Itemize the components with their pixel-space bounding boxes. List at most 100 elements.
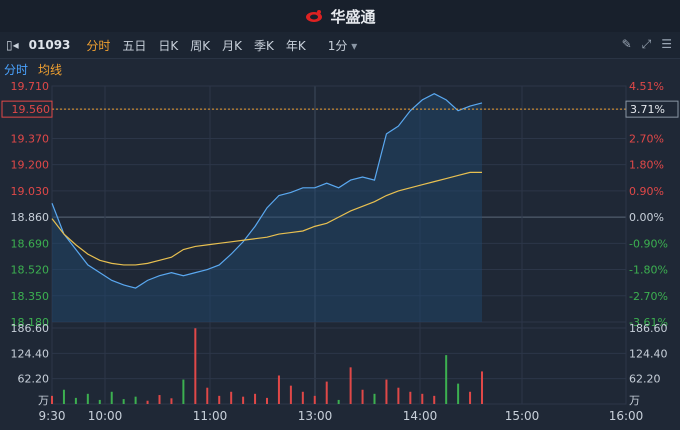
price-tick-label: 19.370 xyxy=(11,132,50,145)
pct-tick-label: -0.90% xyxy=(629,237,668,250)
volume-bar xyxy=(421,393,424,404)
price-tick-label: 18.860 xyxy=(11,211,50,224)
volume-tick-label-right: 186.60 xyxy=(629,322,668,335)
volume-bar xyxy=(445,355,448,404)
volume-bar xyxy=(457,383,460,404)
stock-code: 01093 xyxy=(28,38,71,52)
price-tick-label: 18.690 xyxy=(11,237,50,250)
volume-tick-label: 124.40 xyxy=(11,347,50,360)
sidebar-toggle-icon[interactable]: ▯◂ xyxy=(6,38,19,52)
price-line xyxy=(51,93,483,289)
tab-daily-k[interactable]: 日K xyxy=(158,38,179,53)
volume-bar xyxy=(397,387,400,404)
time-tick-label: 11:00 xyxy=(193,409,228,423)
legend-bar: 分时 均线 xyxy=(4,61,62,78)
time-tick-label: 13:00 xyxy=(298,409,333,423)
volume-bar xyxy=(134,396,137,404)
volume-bar xyxy=(206,387,209,404)
price-tick-label: 19.030 xyxy=(11,185,50,198)
volume-bar xyxy=(218,395,221,404)
tab-yearly-k[interactable]: 年K xyxy=(285,38,306,53)
price-tick-label: 19.200 xyxy=(11,159,50,172)
volume-bar xyxy=(277,375,280,404)
volume-bar xyxy=(469,391,472,404)
tab-monthly-k[interactable]: 月K xyxy=(222,38,243,53)
volume-tick-label-right: 万 xyxy=(629,394,640,407)
volume-tick-label: 万 xyxy=(38,394,49,407)
pct-tick-label: 0.90% xyxy=(629,185,664,198)
volume-tick-label-right: 62.20 xyxy=(629,373,661,386)
settings-icon[interactable]: ☰ xyxy=(661,37,672,51)
pct-tick-label: 1.80% xyxy=(629,159,664,172)
volume-bar xyxy=(481,371,483,404)
volume-tick-label: 186.60 xyxy=(11,322,50,335)
volume-bar xyxy=(62,389,65,404)
logo-icon xyxy=(306,10,323,22)
volume-bar xyxy=(361,389,364,404)
volume-bar xyxy=(182,379,185,404)
price-tick-label: 19.710 xyxy=(11,80,50,93)
draw-pen-icon[interactable]: ✎ xyxy=(621,37,632,51)
price-area-fill xyxy=(52,93,482,322)
volume-bar xyxy=(86,393,89,404)
volume-tick-label-right: 124.40 xyxy=(629,347,668,360)
brand-name: 华盛通 xyxy=(330,7,376,26)
volume-bar xyxy=(301,391,304,404)
interval-label: 1分 xyxy=(327,38,348,53)
chevron-down-icon: ▾ xyxy=(351,38,358,53)
average-line xyxy=(51,171,482,266)
current-price-label: 19.560 xyxy=(12,103,51,116)
tab-weekly-k[interactable]: 周K xyxy=(190,38,211,53)
volume-bar xyxy=(289,385,292,404)
time-tick-label: 16:00 xyxy=(609,409,644,423)
volume-bar xyxy=(337,399,340,404)
time-tick-label: 14:00 xyxy=(403,409,438,423)
volume-panel-frame xyxy=(51,327,627,405)
volume-bar xyxy=(254,393,257,404)
current-pct-box xyxy=(625,100,679,118)
pct-tick-label: -2.70% xyxy=(629,290,668,303)
legend-intraday[interactable]: 分时 xyxy=(4,63,29,77)
volume-bar xyxy=(146,400,149,404)
volume-bar xyxy=(51,395,53,404)
volume-bar xyxy=(242,396,245,404)
volume-bar xyxy=(122,399,125,404)
tab-intraday[interactable]: 分时 xyxy=(86,38,111,53)
volume-bar xyxy=(98,399,101,404)
volume-bar xyxy=(325,381,328,404)
legend-average[interactable]: 均线 xyxy=(38,63,63,77)
fullscreen-icon[interactable]: ⤢ xyxy=(641,37,652,51)
volume-bar xyxy=(170,398,173,404)
volume-bar xyxy=(110,391,113,404)
price-tick-label: 18.350 xyxy=(11,290,50,303)
volume-bar xyxy=(373,393,376,404)
volume-bar xyxy=(433,395,436,404)
pct-tick-label: -1.80% xyxy=(629,264,668,277)
current-pct-label: 3.71% xyxy=(630,103,665,116)
brand: 华盛通 xyxy=(304,6,376,27)
current-price-box xyxy=(1,100,53,118)
toolbar: ▯◂ 01093 分时 五日 日K 周K 月K 季K 年K 1分 ▾ ✎ ⤢ ☰ xyxy=(0,32,680,59)
app-header: 华盛通 xyxy=(0,0,680,32)
tab-five-day[interactable]: 五日 xyxy=(122,38,147,53)
time-tick-label: 15:00 xyxy=(505,409,540,423)
pct-tick-label: 2.70% xyxy=(629,132,664,145)
volume-bar xyxy=(313,395,316,404)
volume-bar xyxy=(194,328,197,404)
volume-bar xyxy=(349,367,352,404)
volume-bar xyxy=(409,391,412,404)
price-tick-label: 18.180 xyxy=(11,316,50,329)
pct-tick-label: -3.61% xyxy=(629,316,668,329)
volume-bar xyxy=(230,391,233,404)
volume-tick-label: 62.20 xyxy=(18,373,50,386)
time-tick-label: 9:30 xyxy=(39,409,66,423)
volume-bar xyxy=(158,395,161,404)
volume-bar xyxy=(74,397,77,404)
pct-tick-label: 0.00% xyxy=(629,211,664,224)
tab-quarterly-k[interactable]: 季K xyxy=(254,38,274,53)
pct-tick-label: 4.51% xyxy=(629,80,664,93)
volume-bar xyxy=(266,397,268,404)
interval-select[interactable]: 1分 ▾ xyxy=(312,37,364,54)
volume-bar xyxy=(385,379,388,404)
time-tick-label: 10:00 xyxy=(88,409,123,423)
